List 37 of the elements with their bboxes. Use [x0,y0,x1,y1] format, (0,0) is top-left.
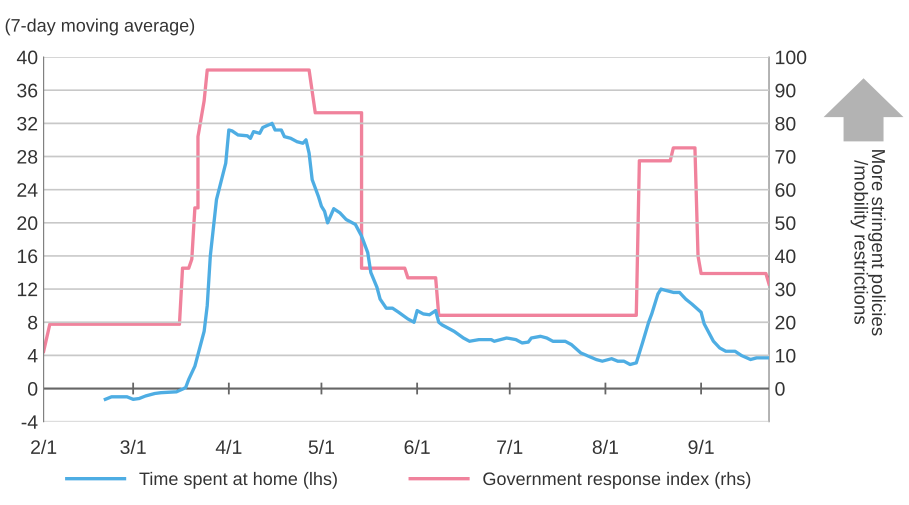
x-tick-label: 9/1 [688,440,714,454]
y2-tick-label: 20 [776,316,796,330]
y2-tick-label: 10 [776,348,796,363]
y2-tick-label: 90 [775,84,796,98]
text: More stringent policies /mobility restrictions [850,150,886,336]
text: (7-day moving average) [6,18,194,36]
line-series [44,68,770,354]
y-tick-label: 16 [18,249,38,264]
x-tick-label: 4/1 [216,440,242,454]
y2-tick-label: 60 [776,183,796,197]
x-tick-label: 7/1 [497,440,522,454]
y-tick-label: 36 [17,84,38,98]
y-tick-label: 40 [16,50,38,64]
x-tick-label: 3/1 [120,440,146,454]
y2-tick-label: 100 [776,50,806,64]
x-tick-label: 5/1 [308,440,334,454]
y-tick-label: -4 [22,415,38,429]
legend-label: Government response index (rhs) [483,472,750,489]
y-tick-label: 12 [18,282,38,296]
y2-tick-label: 30 [775,282,796,296]
x-tick-label: 8/1 [592,440,618,454]
y-tick-label: 28 [17,150,38,164]
y2-tick-label: 40 [775,249,796,264]
y-tick-label: 24 [17,183,38,197]
x-tick-label: 6/1 [404,440,430,454]
y-tick-label: 0 [28,382,38,396]
legend-label: Time spent at home (lhs) [139,472,337,489]
y2-tick-label: 80 [775,116,796,131]
y2-tick-label: 50 [775,216,796,230]
y2-tick-label: 70 [776,150,796,164]
line-series [104,122,770,401]
y-tick-label: 32 [17,116,38,131]
y2-tick-label: 0 [775,382,785,396]
y-tick-label: 8 [28,316,38,330]
y-tick-label: 4 [28,349,38,362]
y-tick-label: 20 [17,216,38,230]
x-tick-label: 2/1 [31,440,56,454]
